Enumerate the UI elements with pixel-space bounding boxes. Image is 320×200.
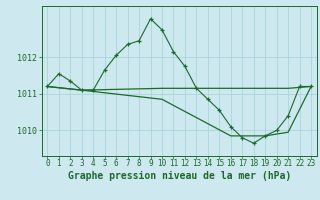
X-axis label: Graphe pression niveau de la mer (hPa): Graphe pression niveau de la mer (hPa)	[68, 171, 291, 181]
